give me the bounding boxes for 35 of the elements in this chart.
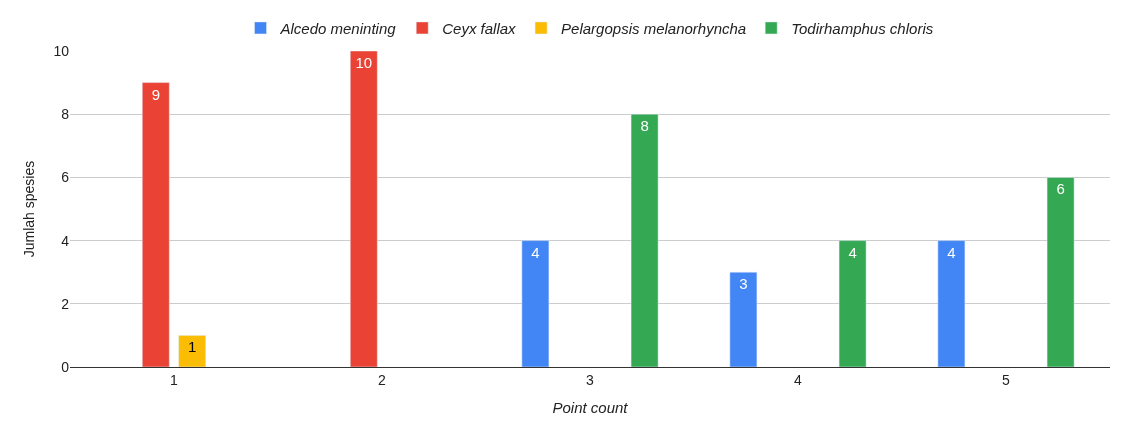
y-axis-title: Jumlah spesies <box>21 160 38 258</box>
bar <box>630 113 659 367</box>
x-tick-label: 3 <box>586 371 595 388</box>
data-label: 10 <box>355 54 373 71</box>
legend-label: Alcedo meninting <box>279 19 397 37</box>
data-label: 4 <box>531 243 540 261</box>
data-label: 3 <box>739 275 748 293</box>
bar <box>838 240 867 367</box>
bar <box>521 240 550 367</box>
y-tick-label: 2 <box>61 295 70 312</box>
data-label: 4 <box>947 243 956 261</box>
y-tick-label: 8 <box>61 106 70 123</box>
data-label: 4 <box>848 243 857 261</box>
legend-label: Ceyx fallax <box>442 19 517 37</box>
bar <box>937 240 966 367</box>
data-label: 1 <box>188 338 197 356</box>
bar <box>1046 177 1075 367</box>
bar <box>350 51 378 367</box>
x-axis-title: Point count <box>552 398 629 416</box>
bar <box>142 82 170 367</box>
data-label: 6 <box>1056 180 1065 198</box>
y-tick-label: 4 <box>61 232 70 249</box>
legend-label: Pelargopsis melanorhyncha <box>561 19 747 37</box>
x-tick-label: 2 <box>378 371 387 388</box>
x-tick-label: 1 <box>170 371 179 388</box>
data-label: 8 <box>640 117 649 135</box>
y-tick-label: 0 <box>61 358 70 375</box>
y-tick-label: 6 <box>61 169 70 186</box>
x-tick-label: 4 <box>794 371 803 388</box>
y-tick-label: 10 <box>53 42 70 59</box>
bar <box>729 271 758 367</box>
x-tick-label: 5 <box>1002 371 1011 388</box>
data-label: 9 <box>151 85 160 103</box>
bar <box>178 335 206 367</box>
legend-label: Todirhamphus chloris <box>791 19 934 37</box>
